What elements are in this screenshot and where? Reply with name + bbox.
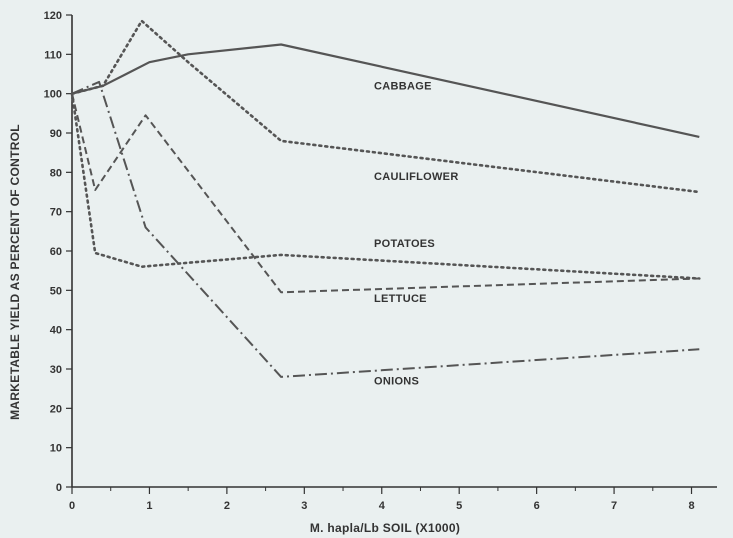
y-tick-label: 50	[50, 285, 62, 297]
y-tick-label: 20	[50, 403, 62, 415]
series-line-onions	[71, 80, 700, 378]
x-tick-label: 8	[688, 500, 694, 512]
series-label-lettuce: LETTUCE	[374, 293, 427, 305]
x-axis-title: M. hapla/Lb SOIL (X1000)	[310, 521, 460, 535]
x-tick-label: 1	[146, 500, 152, 512]
y-tick-label: 70	[50, 207, 62, 219]
y-tick-label: 120	[44, 10, 62, 22]
y-tick-label: 10	[50, 443, 62, 455]
series-line-lettuce	[71, 93, 700, 294]
x-tick-label: 6	[534, 500, 540, 512]
y-tick-label: 80	[50, 167, 62, 179]
series-line-potatoes	[70, 92, 701, 280]
series-line-cauliflower	[70, 19, 701, 194]
x-tick-label: 0	[69, 500, 75, 512]
y-tick-label: 40	[50, 325, 62, 337]
series-label-cauliflower: CAULIFLOWER	[374, 171, 459, 183]
x-tick-label: 3	[301, 500, 307, 512]
y-tick-label: 110	[44, 49, 62, 61]
x-tick-label: 7	[611, 500, 617, 512]
series-label-cabbage: CABBAGE	[374, 81, 432, 93]
x-tick-label: 4	[379, 500, 386, 512]
y-tick-label: 0	[56, 482, 62, 494]
series-label-potatoes: POTATOES	[374, 238, 435, 250]
y-tick-label: 100	[44, 89, 62, 101]
y-axis-title: MARKETABLE YIELD AS PERCENT OF CONTROL	[8, 124, 22, 420]
y-tick-label: 30	[50, 364, 62, 376]
y-tick-label: 60	[50, 246, 62, 258]
x-tick-label: 2	[224, 500, 230, 512]
y-tick-label: 90	[50, 128, 62, 140]
series-label-onions: ONIONS	[374, 376, 419, 388]
x-tick-label: 5	[456, 500, 462, 512]
